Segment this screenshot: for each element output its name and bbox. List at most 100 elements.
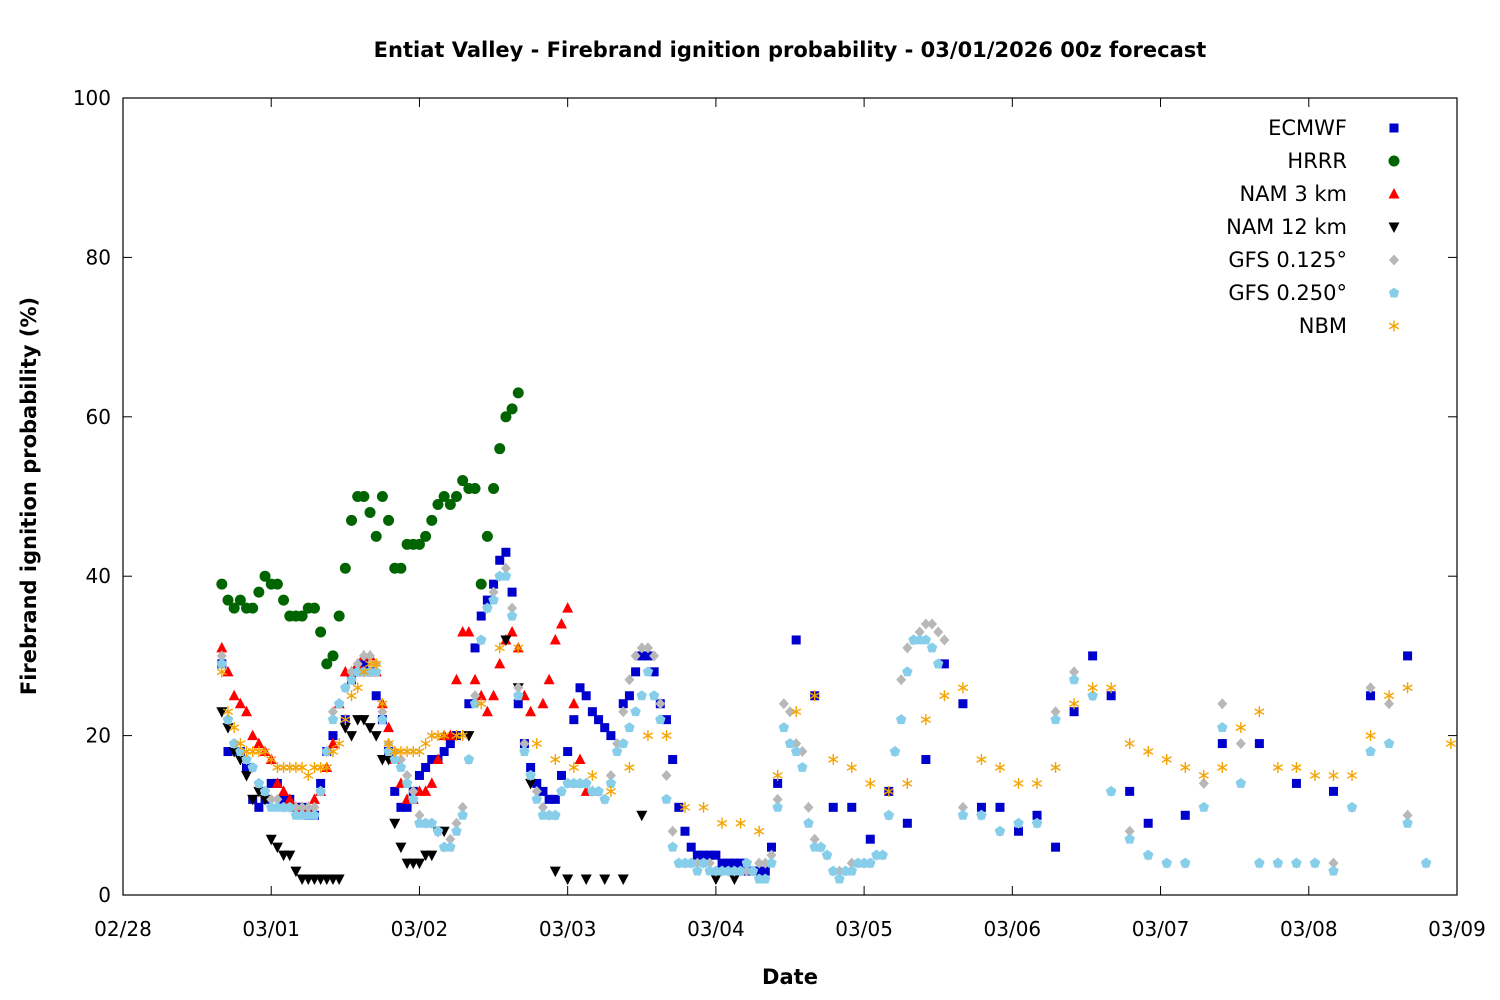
- data-point-nam-3-km: [525, 705, 537, 717]
- data-point-nam-3-km: [494, 657, 506, 669]
- data-point-nbm: [605, 785, 617, 797]
- data-point-nbm: [716, 817, 728, 829]
- data-point-ecmwf: [316, 778, 326, 788]
- data-point-gfs-0-250: [445, 841, 456, 852]
- data-point-nbm: [587, 769, 598, 781]
- data-point-gfs-0-250: [642, 666, 654, 677]
- data-point-gfs-0-250: [698, 857, 709, 868]
- data-point-ecmwf: [414, 770, 424, 780]
- data-point-ecmwf: [661, 715, 671, 725]
- data-point-gfs-0-250: [1013, 817, 1024, 828]
- data-point-nam-12-km: [271, 842, 283, 854]
- data-point-ecmwf: [865, 834, 875, 844]
- data-point-ecmwf: [495, 555, 505, 565]
- data-point-nam-3-km: [574, 753, 586, 765]
- data-point-gfs-0-250: [865, 857, 876, 868]
- data-point-gfs-0-250: [1365, 746, 1376, 756]
- data-point-ecmwf: [847, 802, 857, 812]
- data-point-gfs-0-125: [519, 738, 530, 750]
- data-point-nam-3-km: [241, 705, 253, 717]
- data-point-nbm: [1235, 722, 1246, 734]
- data-point-nam-12-km: [389, 818, 401, 830]
- data-point-gfs-0-125: [766, 849, 777, 861]
- series-nbm: [216, 642, 1456, 837]
- data-point-hrrr: [457, 475, 469, 487]
- data-point-gfs-0-250: [692, 865, 703, 876]
- data-point-hrrr: [346, 514, 358, 526]
- data-point-gfs-0-250: [747, 865, 759, 876]
- data-point-gfs-0-125: [297, 801, 308, 813]
- data-point-nam-12-km: [549, 866, 561, 878]
- data-point-gfs-0-250: [1198, 801, 1210, 812]
- legend-marker-nam-3-km: [1388, 188, 1400, 199]
- data-point-gfs-0-250: [655, 714, 666, 725]
- data-point-nbm: [352, 682, 363, 694]
- data-point-ecmwf: [1254, 739, 1264, 749]
- x-tick-label: 03/03: [539, 917, 597, 941]
- data-point-ecmwf: [328, 731, 338, 741]
- data-point-nam-3-km: [506, 625, 518, 637]
- data-point-ecmwf: [699, 850, 709, 860]
- data-point-gfs-0-250: [648, 690, 660, 701]
- data-point-gfs-0-250: [432, 825, 444, 836]
- data-point-ecmwf: [242, 762, 252, 772]
- data-point-gfs-0-125: [408, 785, 419, 797]
- data-point-nam-3-km: [562, 602, 574, 613]
- data-point-ecmwf: [668, 755, 678, 765]
- data-point-nam-3-km: [228, 689, 240, 701]
- data-point-nbm: [902, 777, 913, 789]
- data-point-ecmwf: [1014, 826, 1024, 836]
- data-point-ecmwf: [1403, 651, 1413, 661]
- data-point-nam-12-km: [525, 778, 537, 790]
- legend-marker-nbm: [1388, 320, 1400, 332]
- x-tick-label: 03/02: [391, 917, 449, 941]
- data-point-gfs-0-125: [630, 650, 641, 662]
- series-gfs-0-125: [216, 562, 1432, 877]
- data-point-ecmwf: [396, 802, 406, 812]
- data-point-gfs-0-125: [661, 769, 672, 781]
- data-point-nam-3-km: [308, 793, 320, 804]
- data-point-gfs-0-125: [1124, 825, 1135, 837]
- data-points: [216, 387, 1456, 886]
- data-point-ecmwf: [482, 595, 492, 605]
- y-tick-label: 100: [73, 86, 111, 110]
- data-point-gfs-0-250: [1050, 714, 1061, 725]
- y-tick-label: 40: [86, 564, 111, 588]
- x-tick-label: 03/08: [1280, 917, 1338, 941]
- data-point-nbm: [476, 698, 487, 710]
- data-point-ecmwf: [754, 866, 764, 876]
- x-tick-label: 03/06: [984, 917, 1042, 941]
- data-point-nbm: [735, 817, 746, 829]
- data-point-nam-12-km: [426, 850, 438, 862]
- data-point-ecmwf: [526, 762, 536, 772]
- data-point-gfs-0-250: [932, 658, 944, 669]
- data-point-gfs-0-250: [994, 825, 1006, 836]
- data-point-nam-3-km: [420, 785, 432, 796]
- data-point-nbm: [957, 682, 969, 694]
- data-point-nbm: [1198, 769, 1209, 781]
- data-point-gfs-0-250: [395, 761, 407, 772]
- y-tick-label: 80: [86, 245, 111, 269]
- data-point-ecmwf: [421, 762, 431, 772]
- data-point-nbm: [846, 761, 857, 773]
- x-axis-label: Date: [762, 965, 818, 989]
- data-point-ecmwf: [711, 850, 721, 860]
- data-point-gfs-0-250: [346, 674, 357, 685]
- data-point-nam-3-km: [543, 673, 555, 685]
- data-point-ecmwf: [223, 747, 233, 757]
- data-point-ecmwf: [1088, 651, 1098, 661]
- data-point-hrrr: [222, 594, 234, 606]
- x-tick-label: 03/05: [835, 917, 893, 941]
- data-point-gfs-0-250: [426, 817, 438, 828]
- plot-frame: [122, 97, 1458, 896]
- data-point-gfs-0-125: [470, 690, 481, 702]
- data-point-hrrr: [506, 403, 518, 415]
- data-point-hrrr: [234, 594, 246, 606]
- series-nam-12-km: [216, 635, 740, 886]
- data-point-nam-12-km: [599, 874, 611, 886]
- data-point-nbm: [340, 714, 351, 726]
- data-point-gfs-0-125: [500, 562, 511, 574]
- data-point-gfs-0-250: [525, 769, 536, 780]
- data-point-nam-3-km: [463, 625, 475, 637]
- data-point-ecmwf: [1069, 707, 1079, 717]
